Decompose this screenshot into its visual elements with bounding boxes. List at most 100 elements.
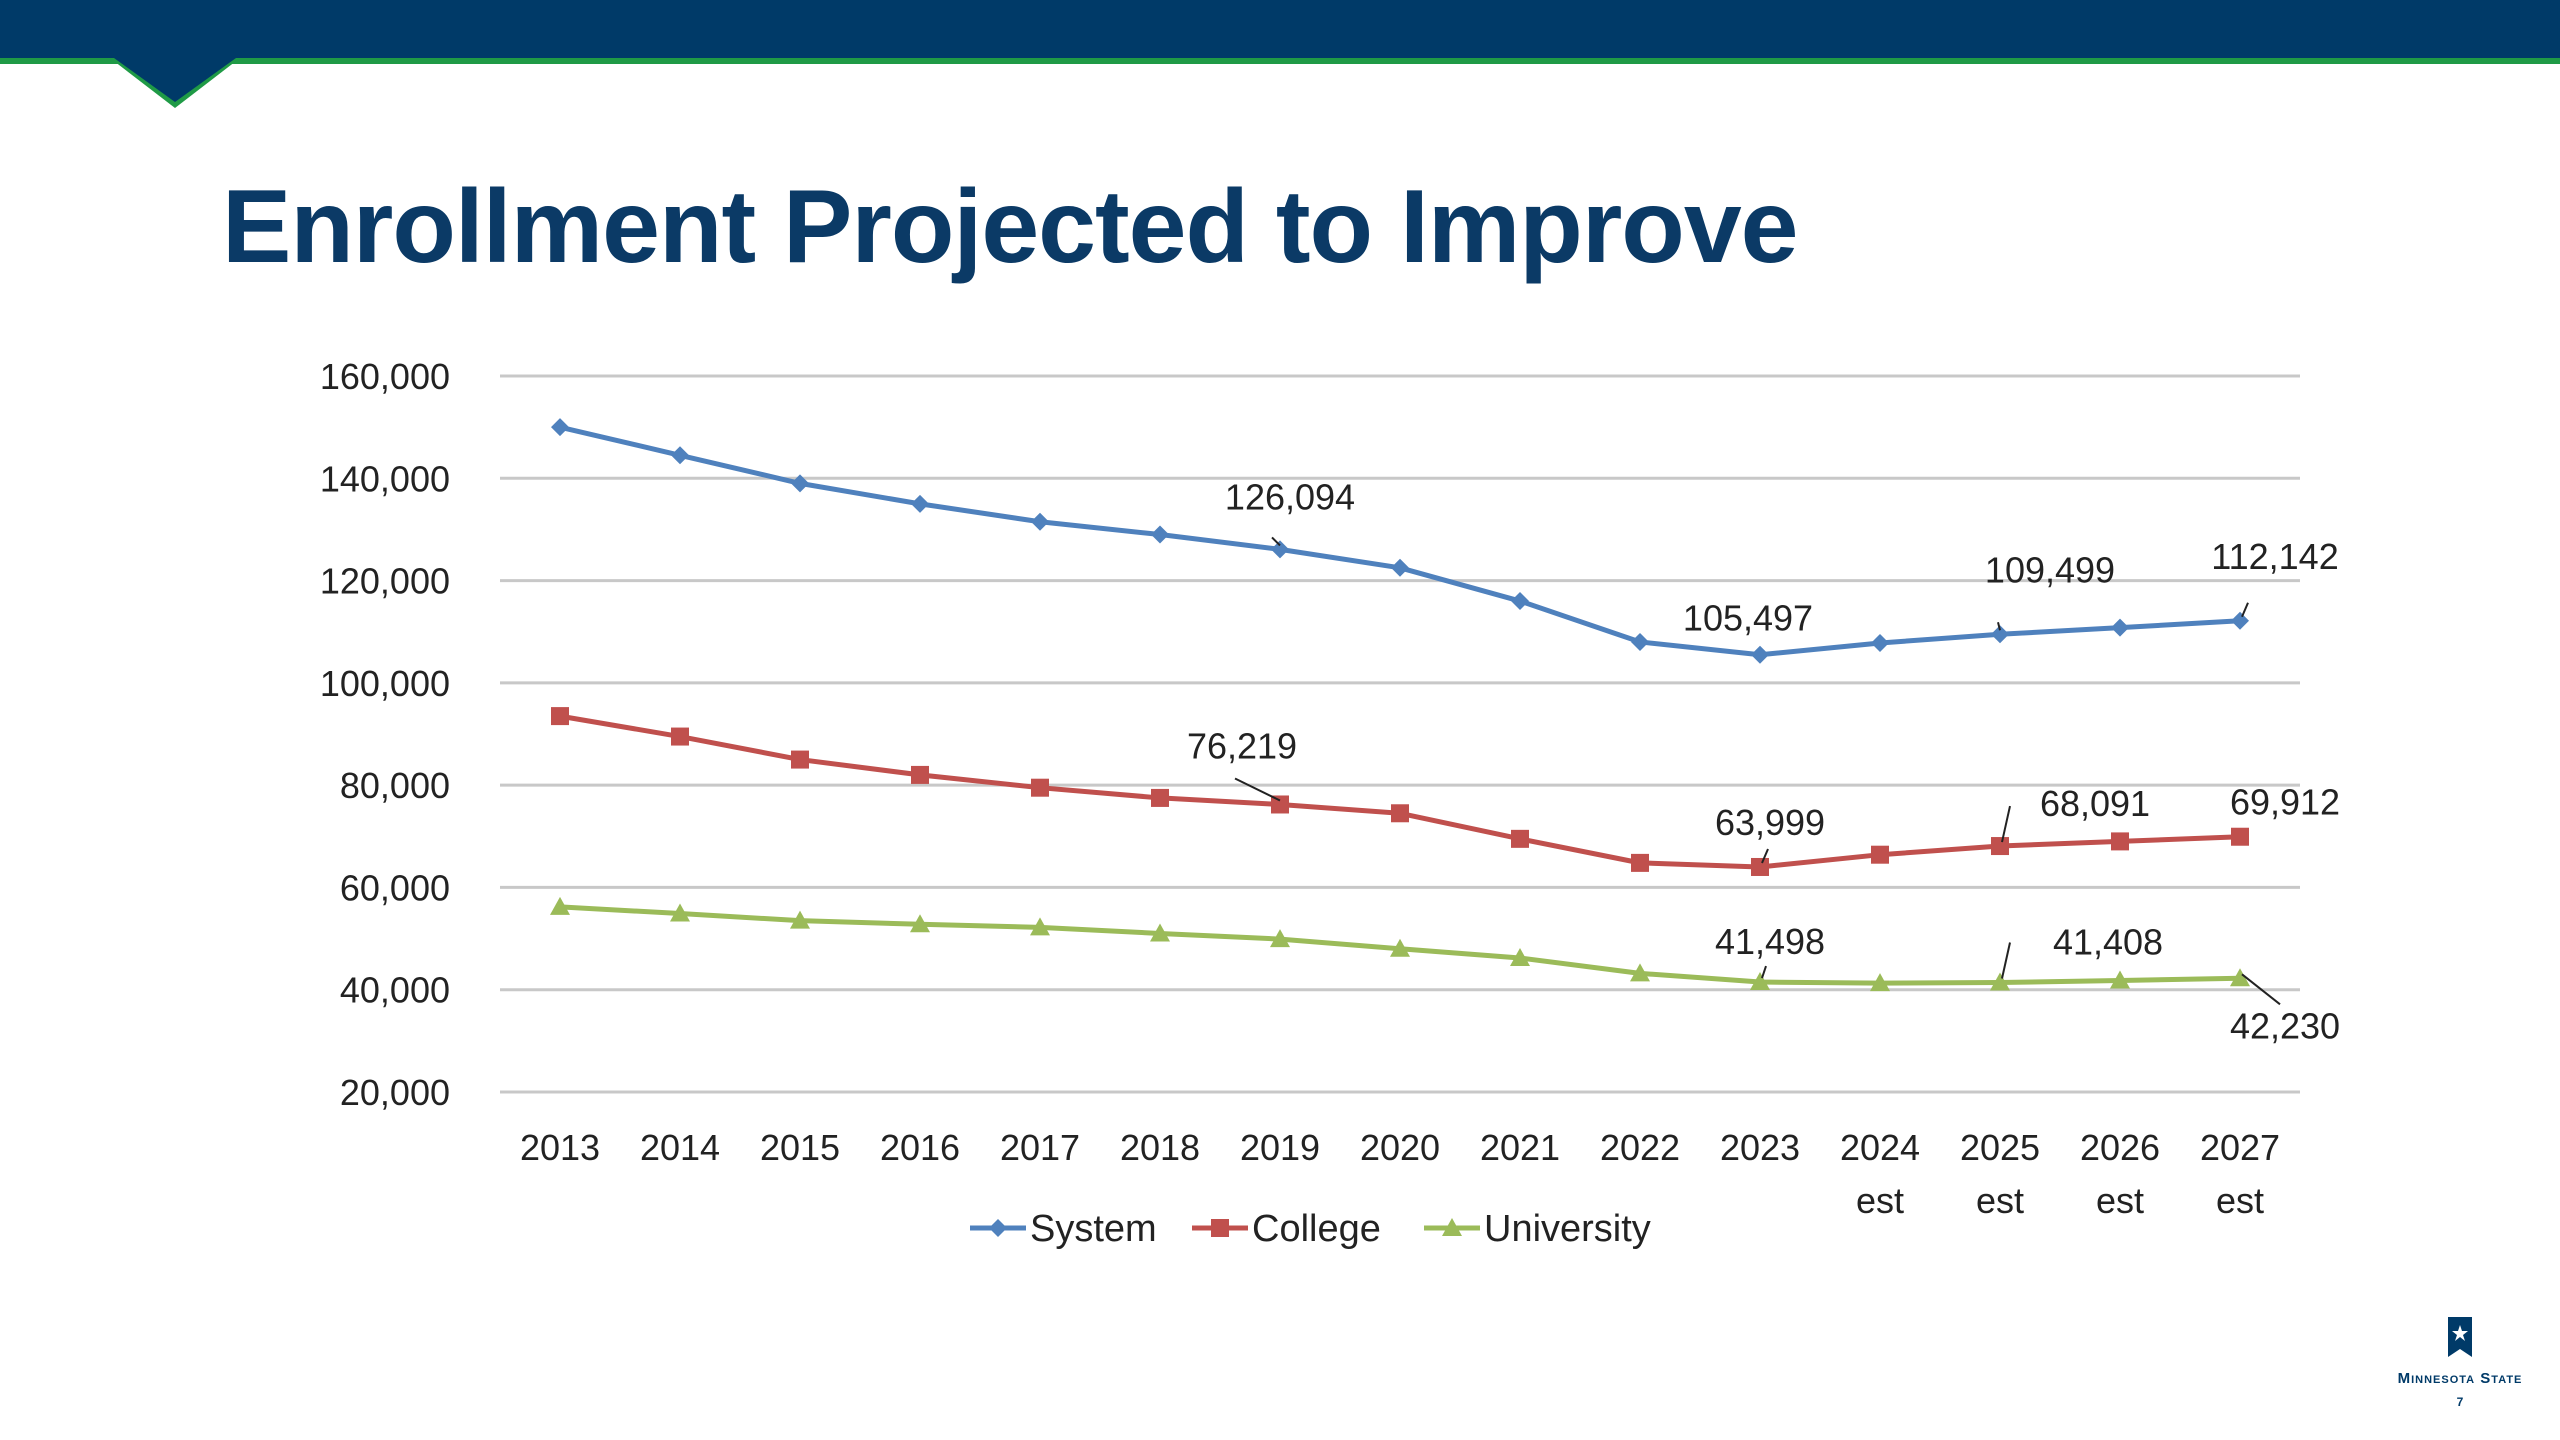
x-tick-label: 2019 bbox=[1240, 1127, 1320, 1168]
page-number: 7 bbox=[2456, 1395, 2464, 1409]
x-tick-label: 2016 bbox=[880, 1127, 960, 1168]
y-tick-label: 40,000 bbox=[340, 970, 450, 1011]
header-accent-line bbox=[0, 58, 2560, 64]
data-label-leader bbox=[2001, 942, 2011, 979]
data-label: 63,999 bbox=[1715, 802, 1825, 843]
college-data-point bbox=[1871, 845, 1889, 864]
x-tick-label: 2017 bbox=[1000, 1127, 1080, 1168]
x-tick-label: 2021 bbox=[1480, 1127, 1560, 1168]
system-data-point bbox=[1991, 625, 2009, 644]
system-data-point bbox=[1391, 558, 1409, 577]
college-data-point bbox=[2231, 827, 2249, 846]
university-data-point bbox=[1150, 923, 1170, 942]
x-tick-label: 2018 bbox=[1120, 1127, 1200, 1168]
university-data-point bbox=[2110, 970, 2130, 989]
college-data-point bbox=[2111, 832, 2129, 851]
university-data-point bbox=[1630, 963, 1650, 982]
x-tick-label: 2023 bbox=[1720, 1127, 1800, 1168]
legend-marker bbox=[1442, 1218, 1462, 1236]
university-data-point bbox=[1750, 972, 1770, 991]
data-label: 76,219 bbox=[1187, 725, 1297, 766]
data-label: 41,408 bbox=[2053, 922, 2163, 963]
college-data-point bbox=[911, 765, 929, 784]
university-data-point bbox=[1390, 938, 1410, 957]
x-tick-label: est bbox=[2216, 1180, 2264, 1221]
system-data-point bbox=[1271, 540, 1289, 559]
data-label-leader bbox=[1234, 777, 1281, 802]
college-data-point bbox=[791, 750, 809, 769]
college-data-point bbox=[1271, 795, 1289, 814]
university-data-point bbox=[1870, 973, 1890, 992]
university-data-point bbox=[1990, 972, 2010, 991]
college-series-line bbox=[559, 713, 2241, 870]
x-tick-label: est bbox=[1976, 1180, 2024, 1221]
university-data-point bbox=[1030, 917, 1050, 936]
data-label: 69,912 bbox=[2230, 782, 2340, 823]
data-label: 109,499 bbox=[1985, 549, 2115, 590]
system-data-point bbox=[1631, 632, 1649, 651]
data-label: 41,498 bbox=[1715, 921, 1825, 962]
system-data-point bbox=[671, 446, 689, 465]
system-data-point bbox=[551, 418, 569, 437]
legend-label-university: University bbox=[1484, 1208, 1651, 1250]
y-tick-label: 120,000 bbox=[320, 561, 450, 602]
slide-title: Enrollment Projected to Improve bbox=[222, 169, 1799, 285]
y-tick-label: 60,000 bbox=[340, 867, 450, 908]
data-label: 68,091 bbox=[2040, 783, 2150, 824]
college-data-point bbox=[1511, 829, 1529, 848]
legend-marker bbox=[989, 1219, 1007, 1237]
system-data-point bbox=[1031, 512, 1049, 531]
data-label-leader bbox=[2001, 805, 2011, 843]
minnesota-state-logo: Minnesota State 7 bbox=[2375, 1315, 2545, 1435]
legend-label-system: System bbox=[1030, 1208, 1157, 1250]
system-data-point bbox=[791, 474, 809, 493]
logo-text: Minnesota State bbox=[2397, 1370, 2523, 1387]
college-data-point bbox=[1991, 837, 2009, 856]
university-data-point bbox=[1270, 929, 1290, 948]
legend-label-college: College bbox=[1252, 1208, 1381, 1250]
college-data-point bbox=[1031, 778, 1049, 797]
university-data-point bbox=[670, 903, 690, 922]
data-label: 42,230 bbox=[2230, 1005, 2340, 1046]
x-tick-label: 2020 bbox=[1360, 1127, 1440, 1168]
college-data-point bbox=[1631, 853, 1649, 872]
college-data-point bbox=[1391, 804, 1409, 823]
university-data-point bbox=[2230, 968, 2250, 987]
university-data-point bbox=[550, 896, 570, 915]
data-label-leader bbox=[1997, 622, 2001, 631]
university-data-point bbox=[910, 914, 930, 933]
system-data-point bbox=[1751, 645, 1769, 664]
college-data-point bbox=[671, 727, 689, 746]
system-data-point bbox=[2231, 611, 2249, 630]
college-data-point bbox=[551, 707, 569, 726]
x-tick-label: 2026 bbox=[2080, 1127, 2160, 1168]
x-tick-label: 2027 bbox=[2200, 1127, 2280, 1168]
x-tick-label: 2025 bbox=[1960, 1127, 2040, 1168]
system-series-line bbox=[559, 424, 2241, 658]
legend-marker bbox=[1211, 1219, 1229, 1237]
data-label-leader bbox=[1761, 965, 1767, 979]
system-data-point bbox=[1151, 525, 1169, 544]
x-tick-label: 2014 bbox=[640, 1127, 720, 1168]
header-bar bbox=[0, 0, 2560, 58]
data-label: 112,142 bbox=[2211, 536, 2338, 577]
data-label-leader bbox=[2241, 973, 2281, 1006]
university-data-point bbox=[1510, 948, 1530, 967]
x-tick-label: 2015 bbox=[760, 1127, 840, 1168]
y-tick-label: 20,000 bbox=[340, 1072, 450, 1113]
y-tick-label: 160,000 bbox=[320, 356, 450, 397]
system-data-point bbox=[911, 494, 929, 513]
college-data-point bbox=[1751, 857, 1769, 876]
x-tick-label: 2024 bbox=[1840, 1127, 1920, 1168]
y-tick-label: 100,000 bbox=[320, 663, 450, 704]
x-tick-label: est bbox=[2096, 1180, 2144, 1221]
x-tick-label: 2013 bbox=[520, 1127, 600, 1168]
system-data-point bbox=[1511, 592, 1529, 611]
data-label-leader bbox=[2241, 602, 2249, 618]
x-tick-label: est bbox=[1856, 1180, 1904, 1221]
system-data-point bbox=[2111, 618, 2129, 637]
college-data-point bbox=[1151, 788, 1169, 807]
data-label-leader bbox=[1271, 536, 1281, 547]
minnesota-state-logo-icon bbox=[2448, 1317, 2472, 1357]
